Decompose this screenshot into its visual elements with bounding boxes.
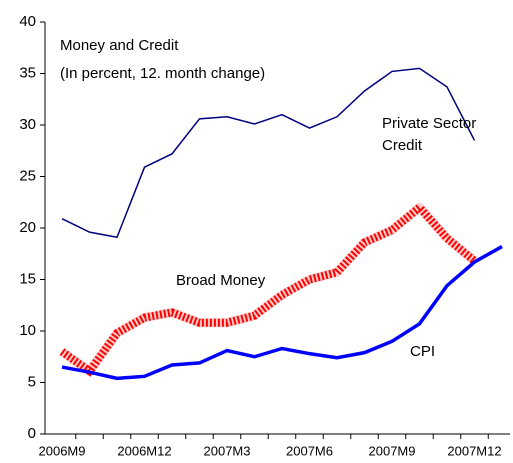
- y-tick-label: 5: [28, 373, 36, 390]
- series-label: CPI: [410, 343, 436, 360]
- series-label: Broad Money: [176, 272, 266, 289]
- x-tick-label: 2007M9: [369, 443, 416, 458]
- y-tick-label: 40: [19, 13, 36, 30]
- x-tick-label: 2007M12: [447, 443, 501, 458]
- chart-title: Money and Credit: [60, 37, 179, 54]
- y-tick-label: 20: [19, 219, 36, 236]
- x-tick-label: 2007M6: [286, 443, 333, 458]
- chart-subtitle: (In percent, 12. month change): [60, 65, 265, 82]
- x-tick-label: 2007M3: [204, 443, 251, 458]
- series-line: [61, 67, 476, 239]
- series-line: [61, 245, 503, 381]
- y-tick-label: 0: [28, 425, 36, 442]
- x-tick-label: 2006M9: [39, 443, 86, 458]
- y-tick-label: 35: [19, 64, 36, 81]
- y-tick-label: 25: [19, 167, 36, 184]
- y-tick-label: 10: [19, 322, 36, 339]
- y-tick-label: 15: [19, 270, 36, 287]
- series-label: Private Sector Credit: [382, 115, 477, 154]
- series-line: [59, 201, 478, 377]
- x-tick-label: 2006M12: [117, 443, 171, 458]
- y-tick-label: 30: [19, 116, 36, 133]
